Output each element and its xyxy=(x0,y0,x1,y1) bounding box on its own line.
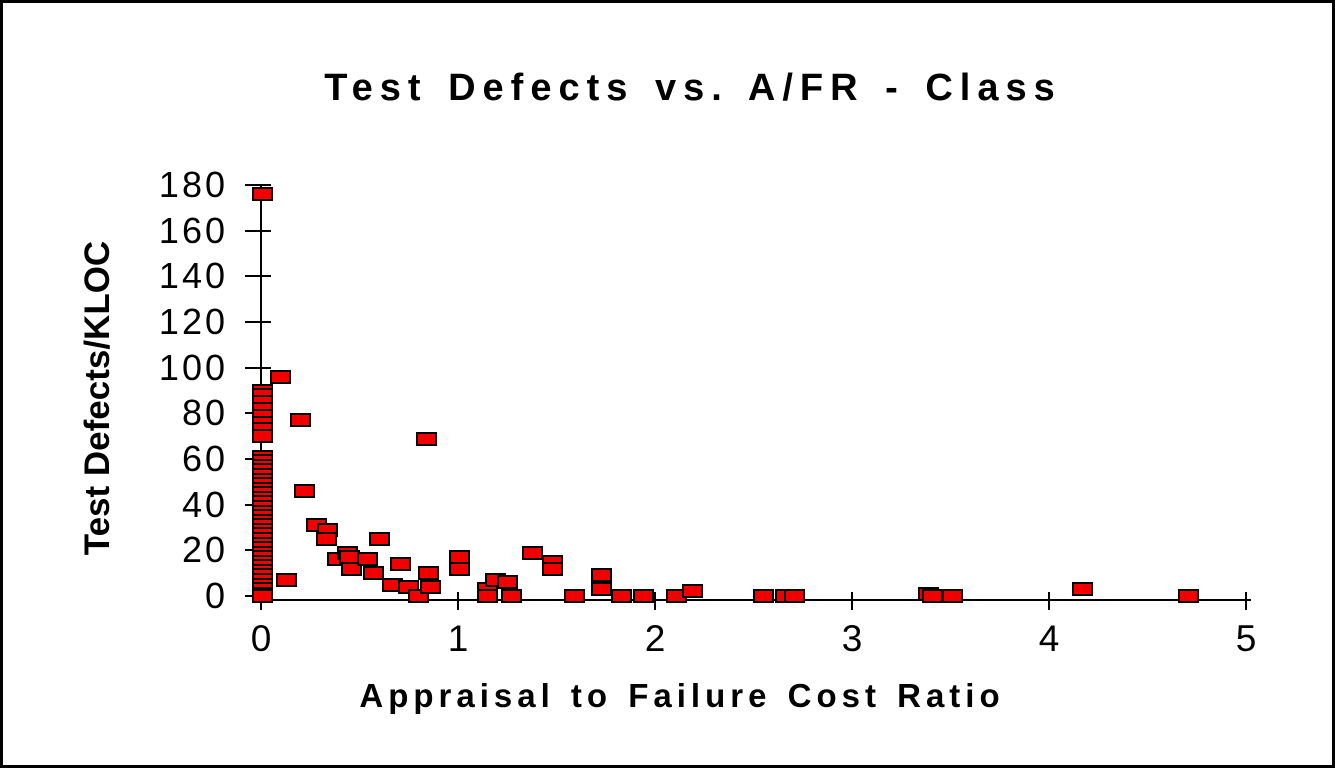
y-tick-label: 140 xyxy=(158,255,228,297)
y-tick-label: 80 xyxy=(181,392,228,434)
data-point-marker xyxy=(784,589,806,603)
data-point-marker xyxy=(368,531,390,546)
x-tick-mark xyxy=(1245,592,1247,610)
x-tick-label: 0 xyxy=(250,618,272,659)
y-tick-mark xyxy=(245,184,271,187)
data-point-marker xyxy=(496,575,518,590)
y-tick-label: 160 xyxy=(158,209,228,251)
x-tick-label: 1 xyxy=(447,618,469,659)
data-point-marker xyxy=(252,187,274,202)
x-tick-mark xyxy=(1048,592,1050,610)
data-point-marker xyxy=(922,589,944,603)
y-tick-label: 0 xyxy=(204,575,228,616)
data-point-marker xyxy=(563,589,585,603)
y-tick-label: 20 xyxy=(181,529,228,571)
data-point-marker xyxy=(500,589,522,603)
y-tick-label: 100 xyxy=(158,346,228,388)
data-point-marker xyxy=(390,557,412,572)
x-tick-label: 5 xyxy=(1235,618,1257,659)
x-tick-label: 4 xyxy=(1038,618,1060,659)
data-point-marker xyxy=(681,584,703,599)
data-point-marker xyxy=(276,573,298,588)
data-point-marker xyxy=(591,582,613,597)
data-point-marker xyxy=(289,413,311,428)
data-point-marker xyxy=(252,429,274,444)
y-tick-mark xyxy=(245,321,271,324)
data-point-marker xyxy=(522,545,544,560)
data-point-marker xyxy=(270,369,292,384)
data-point-marker xyxy=(611,589,632,603)
data-point-marker xyxy=(632,589,654,603)
data-point-marker xyxy=(1071,582,1093,597)
data-point-marker xyxy=(591,568,613,583)
y-tick-mark xyxy=(245,366,271,369)
data-point-marker xyxy=(293,484,315,499)
data-point-marker xyxy=(341,561,363,576)
data-point-marker xyxy=(1178,589,1200,603)
data-point-marker xyxy=(752,589,774,603)
x-tick-mark xyxy=(851,592,853,610)
data-point-marker xyxy=(417,566,439,581)
chart-title: Test Defects vs. A/FR - Class xyxy=(324,67,1062,109)
data-point-marker xyxy=(315,531,337,546)
data-point-marker xyxy=(542,561,564,576)
data-point-marker xyxy=(941,589,963,603)
x-tick-mark xyxy=(654,592,656,610)
y-tick-label: 180 xyxy=(158,164,228,206)
data-point-marker xyxy=(362,566,384,581)
x-tick-label: 3 xyxy=(841,618,863,659)
y-tick-label: 120 xyxy=(158,301,228,343)
data-point-marker xyxy=(356,552,378,567)
y-tick-label: 40 xyxy=(181,483,228,525)
x-axis-label: Appraisal to Failure Cost Ratio xyxy=(359,677,1005,714)
x-tick-mark xyxy=(457,592,459,610)
y-tick-mark xyxy=(245,229,271,232)
data-point-marker xyxy=(449,561,471,576)
y-tick-mark xyxy=(245,275,271,278)
y-tick-label: 60 xyxy=(181,438,228,480)
data-point-marker xyxy=(415,431,437,446)
x-tick-label: 2 xyxy=(644,618,666,659)
data-point-marker xyxy=(252,589,274,603)
data-point-marker xyxy=(419,579,441,594)
data-point-marker xyxy=(477,589,499,603)
